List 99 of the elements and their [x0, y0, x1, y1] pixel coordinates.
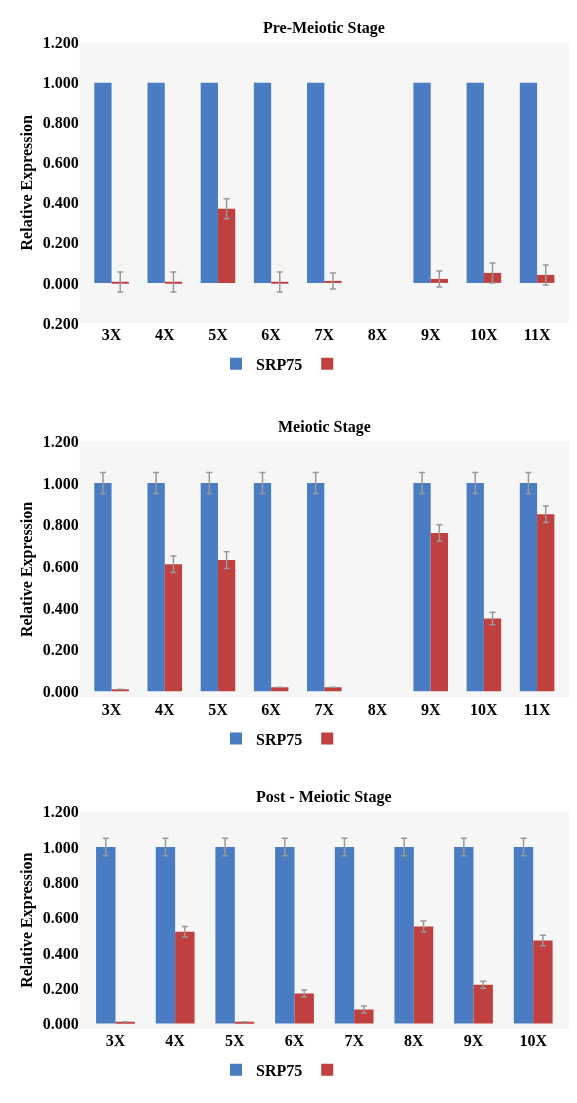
bar [483, 272, 502, 283]
x-tick-label: 9X [420, 325, 441, 343]
legend-label: SRP75 [256, 730, 303, 748]
y-tick-label: 0.400 [42, 194, 79, 212]
y-tick-label: 0.200 [42, 234, 79, 252]
y-tick-label: 0.200 [42, 314, 79, 332]
x-tick-label: 5X [225, 1031, 246, 1049]
bar [96, 846, 116, 1024]
x-tick-label: 11X [523, 325, 551, 343]
chart-title: Pre-Meiotic Stage [263, 19, 385, 37]
bar [466, 482, 484, 692]
x-tick-label: 8X [367, 700, 388, 718]
x-tick-label: 3X [101, 700, 122, 718]
bar [513, 846, 534, 1024]
bar [215, 846, 235, 1024]
y-tick-label: 1.000 [42, 474, 79, 492]
y-tick-label: 0.800 [42, 873, 79, 891]
bar [217, 560, 236, 692]
y-tick-label: 1.000 [42, 838, 79, 856]
x-tick-label: 7X [344, 1031, 365, 1049]
bar [253, 82, 272, 283]
y-tick-label: 0.400 [42, 599, 79, 617]
y-tick-label: 0.800 [42, 516, 79, 534]
bar [324, 687, 342, 692]
bar [175, 931, 195, 1024]
x-tick-label: 4X [165, 1031, 186, 1049]
chart-title: Post - Meiotic Stage [256, 788, 392, 806]
bar [147, 82, 165, 283]
x-tick-label: 9X [420, 700, 441, 718]
bar [217, 208, 236, 283]
y-tick-label: 1.200 [42, 803, 79, 821]
bar [334, 846, 355, 1024]
bar [519, 482, 538, 692]
bar [533, 940, 553, 1024]
bar [147, 482, 165, 692]
legend-label: SRP75 [256, 355, 303, 373]
y-axis-title: Relative Expression [17, 115, 36, 251]
bar [466, 82, 484, 283]
x-tick-label: 5X [208, 700, 229, 718]
x-tick-label: 6X [261, 700, 282, 718]
y-tick-label: 0.200 [42, 979, 79, 997]
bar [483, 618, 502, 692]
y-tick-label: 1.200 [42, 34, 79, 52]
bar [200, 482, 218, 692]
x-tick-label: 11X [523, 700, 551, 718]
bar [94, 82, 112, 283]
bar [307, 82, 325, 283]
x-tick-label: 9X [463, 1031, 484, 1049]
bar [354, 1009, 374, 1024]
y-axis-title: Relative Expression [17, 501, 36, 638]
bar [164, 281, 183, 284]
bar [275, 846, 295, 1024]
y-tick-label: 0.800 [42, 114, 79, 132]
bar [94, 482, 112, 692]
x-tick-label: 10X [470, 325, 499, 343]
x-tick-label: 4X [154, 700, 175, 718]
x-tick-label: 6X [284, 1031, 305, 1049]
bar [519, 82, 538, 283]
bar [430, 278, 448, 283]
x-tick-label: 10X [470, 700, 499, 718]
x-tick-label: 7X [314, 325, 335, 343]
y-tick-label: 0.000 [42, 274, 79, 292]
x-tick-label: 3X [101, 325, 122, 343]
bar [307, 482, 325, 692]
y-tick-label: 0.600 [42, 557, 79, 575]
x-tick-label: 3X [105, 1031, 126, 1049]
bar [473, 984, 493, 1024]
bar [115, 1021, 135, 1024]
bar [413, 482, 431, 692]
x-tick-label: 4X [154, 325, 175, 343]
x-tick-label: 5X [208, 325, 229, 343]
y-tick-label: 0.400 [42, 944, 79, 962]
bar [294, 993, 314, 1024]
bar [430, 532, 448, 692]
y-tick-label: 1.000 [42, 74, 79, 92]
y-tick-label: 1.200 [42, 432, 79, 450]
chart-title: Meiotic Stage [278, 418, 371, 436]
bar [413, 82, 431, 283]
legend-label: SRP75 [256, 1061, 303, 1079]
y-tick-label: 0.600 [42, 154, 79, 172]
x-tick-label: 8X [404, 1031, 425, 1049]
bar [253, 482, 272, 692]
bar [537, 274, 555, 283]
bar [413, 926, 434, 1024]
y-axis-title: Relative Expression [17, 852, 36, 988]
bar [155, 846, 176, 1024]
bar [200, 82, 218, 283]
bar [164, 564, 183, 692]
x-tick-label: 7X [314, 700, 335, 718]
x-tick-label: 8X [367, 325, 388, 343]
bar [454, 846, 474, 1024]
x-tick-label: 6X [261, 325, 282, 343]
bar [394, 846, 414, 1024]
y-tick-label: 0.200 [42, 641, 79, 659]
y-tick-label: 0.600 [42, 909, 79, 927]
y-tick-label: 0.000 [42, 1015, 79, 1033]
x-tick-label: 10X [519, 1031, 548, 1049]
y-tick-label: 0.000 [42, 682, 79, 700]
bar [537, 514, 555, 692]
